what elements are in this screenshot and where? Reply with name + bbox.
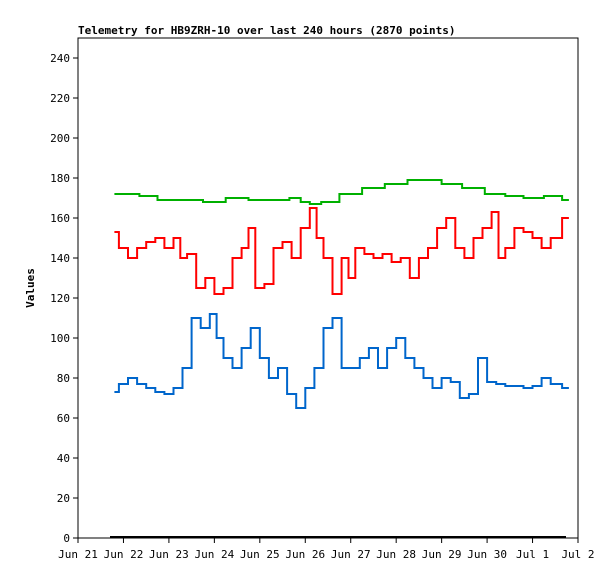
series-group — [114, 179, 569, 409]
y-tick-label: 20 — [57, 492, 70, 505]
x-tick-label: Jun 22 — [104, 548, 144, 561]
y-tick-label: 120 — [50, 292, 70, 305]
y-tick-label: 60 — [57, 412, 70, 425]
y-tick-label: 180 — [50, 172, 70, 185]
y-tick-label: 140 — [50, 252, 70, 265]
y-axis: 0 20 40 60 80 100 120 140 160 180 200 220 240 — [50, 52, 78, 545]
y-tick-label: 0 — [63, 532, 70, 545]
x-tick-label: Jun 23 — [149, 548, 189, 561]
y-tick-label: 100 — [50, 332, 70, 345]
x-tick-label: Jun 27 — [331, 548, 371, 561]
x-tick-label: Jun 26 — [285, 548, 325, 561]
x-tick-label: Jul 2 — [561, 548, 594, 561]
plot-area — [77, 37, 579, 539]
x-tick-label: Jun 29 — [422, 548, 462, 561]
chart-title: Telemetry for HB9ZRH-10 over last 240 ho… — [78, 24, 456, 37]
series-line-1 — [114, 179, 569, 205]
y-tick-label: 240 — [50, 52, 70, 65]
series-line-3 — [114, 313, 569, 409]
y-tick-label: 200 — [50, 132, 70, 145]
y-tick-label: 80 — [57, 372, 70, 385]
x-tick-label: Jun 30 — [467, 548, 507, 561]
series-line-2 — [114, 207, 569, 295]
x-tick-label: Jun 21 — [58, 548, 98, 561]
x-tick-label: Jun 24 — [194, 548, 234, 561]
y-axis-title: Values — [24, 268, 37, 308]
y-tick-label: 220 — [50, 92, 70, 105]
y-tick-label: 40 — [57, 452, 70, 465]
x-tick-label: Jul 1 — [516, 548, 549, 561]
y-tick-label: 160 — [50, 212, 70, 225]
x-axis: Jun 21 Jun 22 Jun 23 Jun 24 Jun 25 Jun 26 Jun … — [58, 538, 595, 561]
x-tick-label: Jun 25 — [240, 548, 280, 561]
x-tick-label: Jun 28 — [376, 548, 416, 561]
